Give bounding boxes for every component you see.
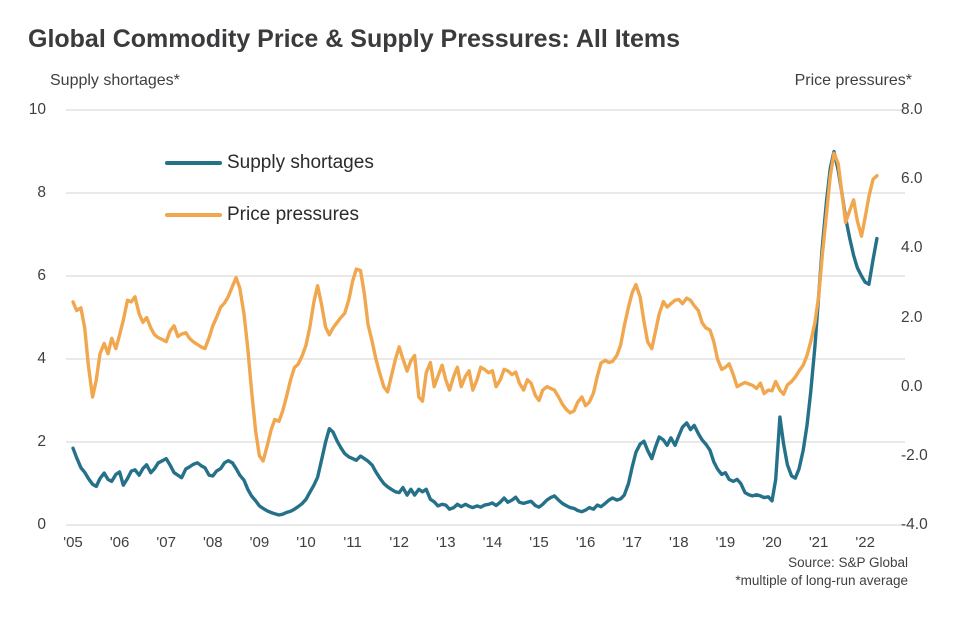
chart-footer: Source: S&P Global *multiple of long-run… [735, 554, 908, 590]
legend: Supply shortages Price pressures [165, 148, 374, 252]
source-text: Source: S&P Global [788, 555, 908, 570]
y-axis-left-tick-label: 8 [37, 184, 46, 201]
x-axis-tick-label: '20 [762, 534, 782, 551]
x-axis-tick-label: '09 [249, 534, 270, 551]
x-axis-tick-label: '06 [109, 534, 130, 551]
x-axis-tick-label: '19 [715, 534, 736, 551]
footnote-text: *multiple of long-run average [735, 573, 908, 588]
x-axis-tick-label: '13 [436, 534, 456, 551]
y-axis-left-tick-label: 10 [28, 101, 46, 118]
legend-label-price-pressures: Price pressures [227, 204, 359, 225]
legend-item-supply-shortages: Supply shortages [165, 148, 374, 178]
x-axis-tick-label: '15 [529, 534, 549, 551]
x-axis-tick-label: '22 [855, 534, 875, 551]
y-axis-right-tick-label: -4.0 [901, 516, 928, 533]
x-axis-tick-label: '21 [808, 534, 829, 551]
x-axis-tick-label: '05 [63, 534, 83, 551]
x-axis-tick-label: '08 [203, 534, 223, 551]
legend-item-price-pressures: Price pressures [165, 200, 374, 230]
right-axis-title: Price pressures* [794, 72, 912, 89]
supply-shortages-swatch [165, 160, 222, 166]
left-axis-title: Supply shortages* [50, 72, 180, 89]
y-axis-right-tick-label: 6.0 [901, 170, 923, 188]
y-axis-right-tick-label: 0.0 [901, 377, 923, 395]
x-axis-tick-label: '14 [482, 534, 503, 551]
y-axis-right-tick-label: 4.0 [901, 239, 923, 257]
x-axis-tick-label: '11 [343, 534, 362, 551]
y-axis-left-tick-label: 6 [37, 267, 46, 284]
x-axis-tick-label: '17 [622, 534, 642, 551]
y-axis-right-tick-label: 8.0 [901, 101, 923, 118]
series-line-supply-shortages [71, 149, 879, 517]
x-axis-tick-label: '07 [156, 534, 176, 551]
x-axis-tick-label: '10 [296, 534, 316, 551]
x-axis-tick-label: '12 [389, 534, 409, 551]
y-axis-left-tick-label: 0 [37, 516, 46, 533]
legend-label-supply-shortages: Supply shortages [227, 152, 374, 173]
y-axis-left-tick-label: 2 [37, 433, 46, 450]
series-line-price-pressures [71, 151, 879, 463]
y-axis-left-tick-label: 4 [37, 350, 46, 367]
chart-title: Global Commodity Price & Supply Pressure… [28, 24, 681, 53]
y-axis-right-tick-label: 2.0 [901, 308, 923, 326]
x-axis-tick-label: '18 [669, 534, 689, 551]
price-pressures-swatch [165, 212, 222, 218]
y-axis-right-tick-label: -2.0 [901, 446, 928, 464]
x-axis-tick-label: '16 [575, 534, 596, 551]
